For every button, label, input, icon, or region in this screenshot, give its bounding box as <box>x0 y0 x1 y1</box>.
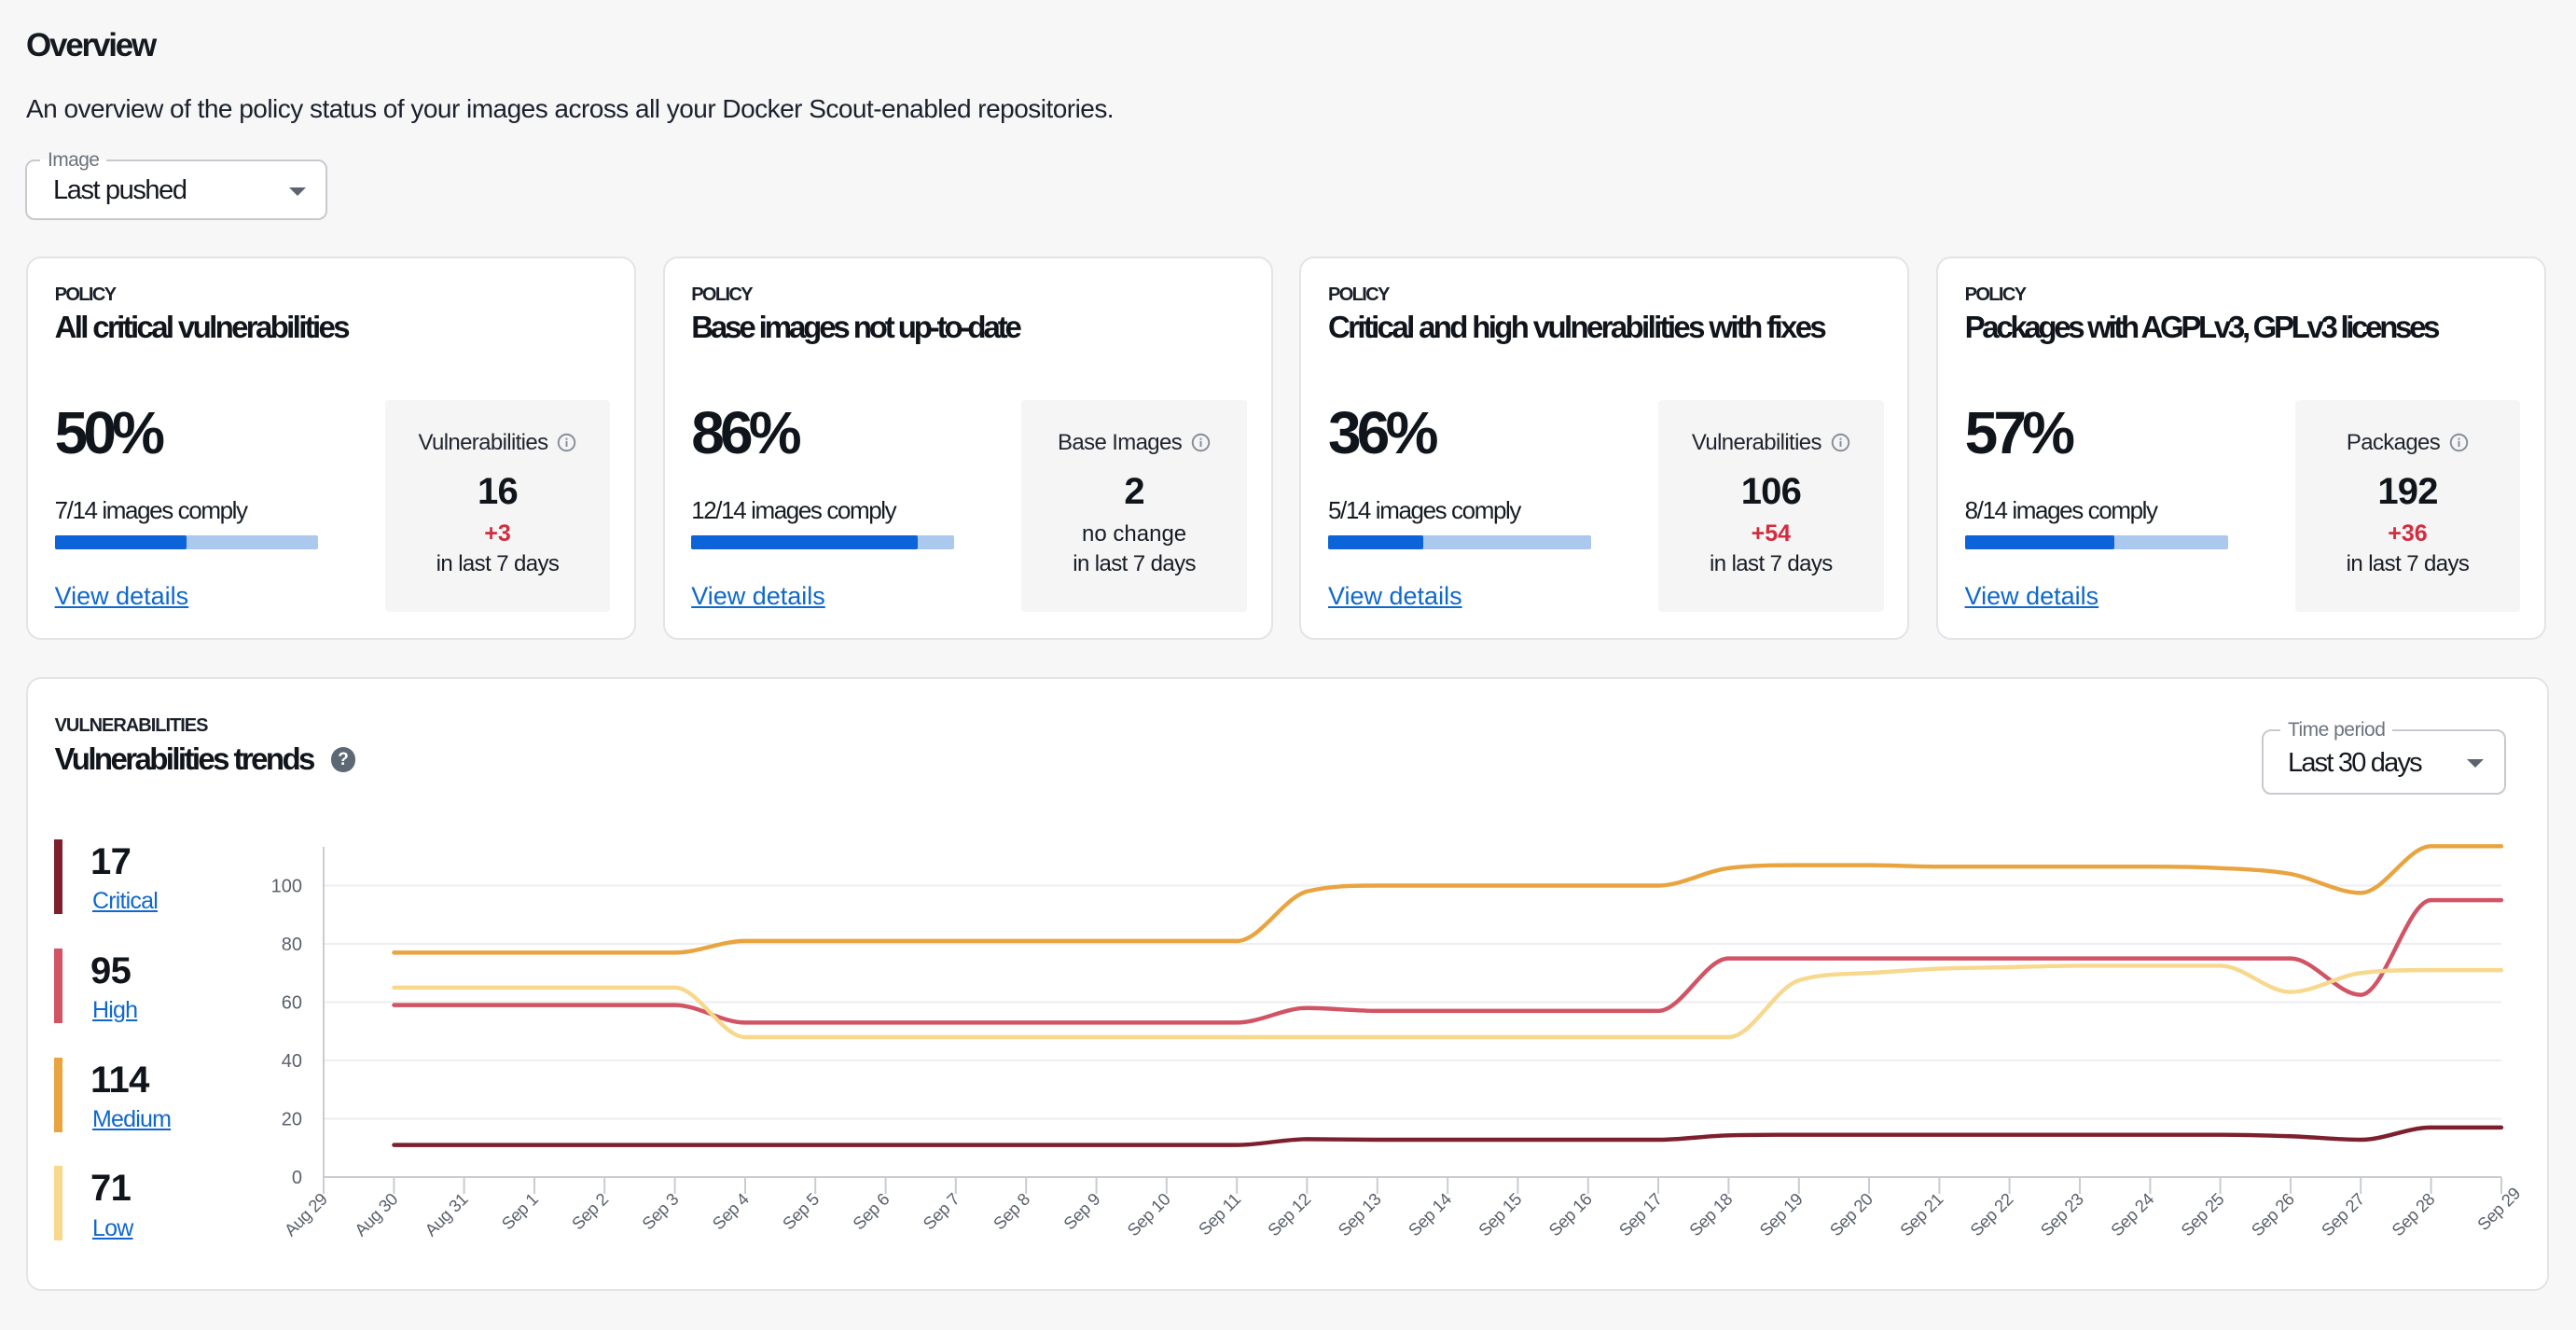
svg-text:Sep 29: Sep 29 <box>2473 1184 2524 1234</box>
svg-text:Sep 16: Sep 16 <box>1544 1189 1595 1240</box>
svg-text:Sep 15: Sep 15 <box>1475 1189 1525 1240</box>
svg-text:Sep 26: Sep 26 <box>2247 1189 2297 1240</box>
svg-text:100: 100 <box>271 876 302 896</box>
svg-text:Sep 14: Sep 14 <box>1405 1189 1455 1240</box>
svg-text:Sep 11: Sep 11 <box>1195 1189 1245 1240</box>
svg-text:Aug 31: Aug 31 <box>421 1189 471 1240</box>
svg-text:0: 0 <box>292 1168 302 1188</box>
svg-text:Sep 21: Sep 21 <box>1896 1189 1946 1240</box>
svg-text:Sep 17: Sep 17 <box>1614 1189 1665 1240</box>
svg-text:Sep 28: Sep 28 <box>2388 1189 2438 1240</box>
svg-text:Sep 8: Sep 8 <box>990 1189 1034 1234</box>
svg-text:Sep 18: Sep 18 <box>1685 1189 1736 1240</box>
svg-text:Sep 27: Sep 27 <box>2318 1189 2368 1240</box>
svg-text:Sep 10: Sep 10 <box>1123 1189 1173 1240</box>
svg-text:Aug 29: Aug 29 <box>280 1189 330 1240</box>
svg-text:Sep 24: Sep 24 <box>2107 1189 2157 1240</box>
svg-text:Sep 19: Sep 19 <box>1755 1189 1806 1240</box>
svg-text:Sep 12: Sep 12 <box>1264 1189 1314 1240</box>
svg-text:80: 80 <box>282 935 302 955</box>
svg-text:20: 20 <box>282 1109 302 1129</box>
svg-text:Sep 3: Sep 3 <box>638 1189 683 1234</box>
svg-text:40: 40 <box>282 1051 302 1072</box>
svg-text:Sep 25: Sep 25 <box>2177 1189 2227 1240</box>
svg-text:Sep 23: Sep 23 <box>2036 1189 2086 1240</box>
svg-text:Sep 7: Sep 7 <box>919 1189 963 1234</box>
svg-text:Sep 20: Sep 20 <box>1825 1189 1876 1240</box>
svg-text:Sep 6: Sep 6 <box>849 1189 893 1234</box>
svg-text:Sep 22: Sep 22 <box>1966 1189 2016 1240</box>
svg-text:Sep 1: Sep 1 <box>497 1189 542 1234</box>
svg-text:Sep 2: Sep 2 <box>568 1189 613 1234</box>
svg-text:Sep 4: Sep 4 <box>708 1189 753 1234</box>
svg-text:Sep 9: Sep 9 <box>1059 1189 1104 1234</box>
svg-text:Aug 30: Aug 30 <box>351 1189 401 1240</box>
svg-text:60: 60 <box>282 992 302 1013</box>
svg-text:Sep 5: Sep 5 <box>779 1189 824 1234</box>
svg-text:Sep 13: Sep 13 <box>1334 1189 1384 1240</box>
